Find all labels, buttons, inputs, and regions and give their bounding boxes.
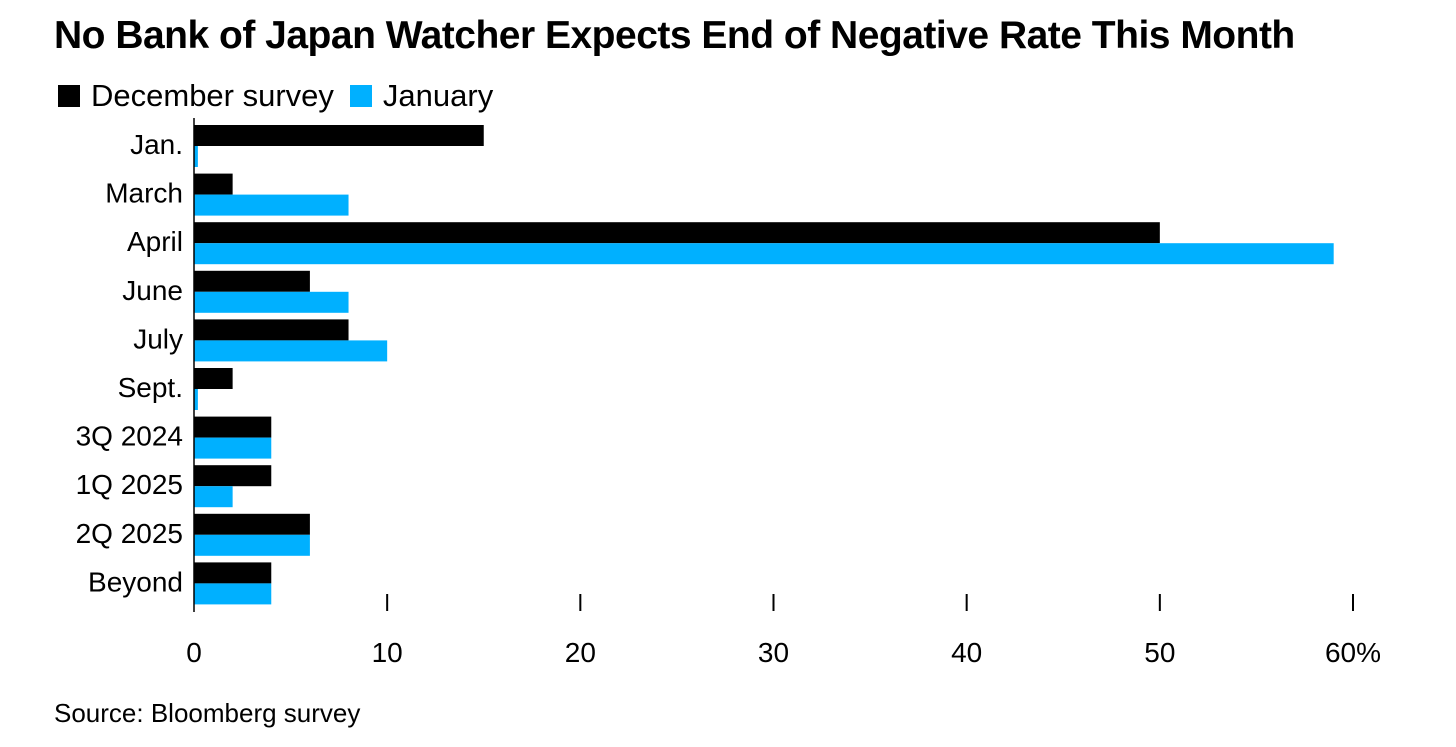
category-label-3q-2024: 3Q 2024 xyxy=(76,421,183,452)
category-label-july: July xyxy=(133,323,183,354)
bar-january-july xyxy=(194,340,388,362)
bar-december-survey-april xyxy=(194,222,1160,244)
x-tick-label-5: 50 xyxy=(1144,637,1175,668)
bar-december-survey-march xyxy=(194,173,233,195)
bar-december-survey-beyond xyxy=(194,562,272,584)
x-tick-label-1: 10 xyxy=(372,637,403,668)
legend-swatch-january xyxy=(349,85,372,107)
x-tick-label-3: 30 xyxy=(758,637,789,668)
category-label-april: April xyxy=(127,226,183,257)
bar-december-survey-sept xyxy=(194,368,233,389)
bar-december-survey-1q-2025 xyxy=(194,465,272,487)
legend-label-january: January xyxy=(382,78,494,113)
category-label-2q-2025: 2Q 2025 xyxy=(76,518,183,549)
x-tick-label-6: 60% xyxy=(1325,637,1381,668)
category-label-march: March xyxy=(105,178,183,209)
category-label-1q-2025: 1Q 2025 xyxy=(76,469,183,500)
legend: December survey January xyxy=(58,77,509,115)
chart-title: No Bank of Japan Watcher Expects End of … xyxy=(54,14,1295,57)
bar-december-survey-3q-2024 xyxy=(194,416,272,438)
bar-december-survey-jan xyxy=(194,125,484,146)
bar-january-april xyxy=(194,243,1334,265)
x-tick-label-4: 40 xyxy=(951,637,982,668)
bar-january-jan xyxy=(194,146,198,167)
source-note: Source: Bloomberg survey xyxy=(54,698,361,728)
category-label-jan: Jan. xyxy=(130,129,183,160)
bar-january-2q-2025 xyxy=(194,534,310,556)
bar-january-3q-2024 xyxy=(194,437,272,459)
bar-january-beyond xyxy=(194,583,272,605)
bar-january-1q-2025 xyxy=(194,486,233,508)
x-tick-label-2: 20 xyxy=(565,637,596,668)
bar-january-march xyxy=(194,194,349,216)
category-label-beyond: Beyond xyxy=(88,566,183,597)
category-label-sept: Sept. xyxy=(118,372,183,403)
category-label-june: June xyxy=(122,275,183,306)
bar-january-june xyxy=(194,291,349,313)
bar-january-sept xyxy=(194,389,198,410)
bar-december-survey-june xyxy=(194,270,310,292)
legend-swatch-december-survey xyxy=(58,85,80,107)
bar-december-survey-july xyxy=(194,319,349,341)
x-tick-label-0: 0 xyxy=(186,637,202,668)
bar-december-survey-2q-2025 xyxy=(194,513,310,535)
legend-label-december-survey: December survey xyxy=(91,78,334,113)
legend-item-december-survey: December survey xyxy=(58,78,334,114)
legend-item-january: January xyxy=(349,78,494,114)
